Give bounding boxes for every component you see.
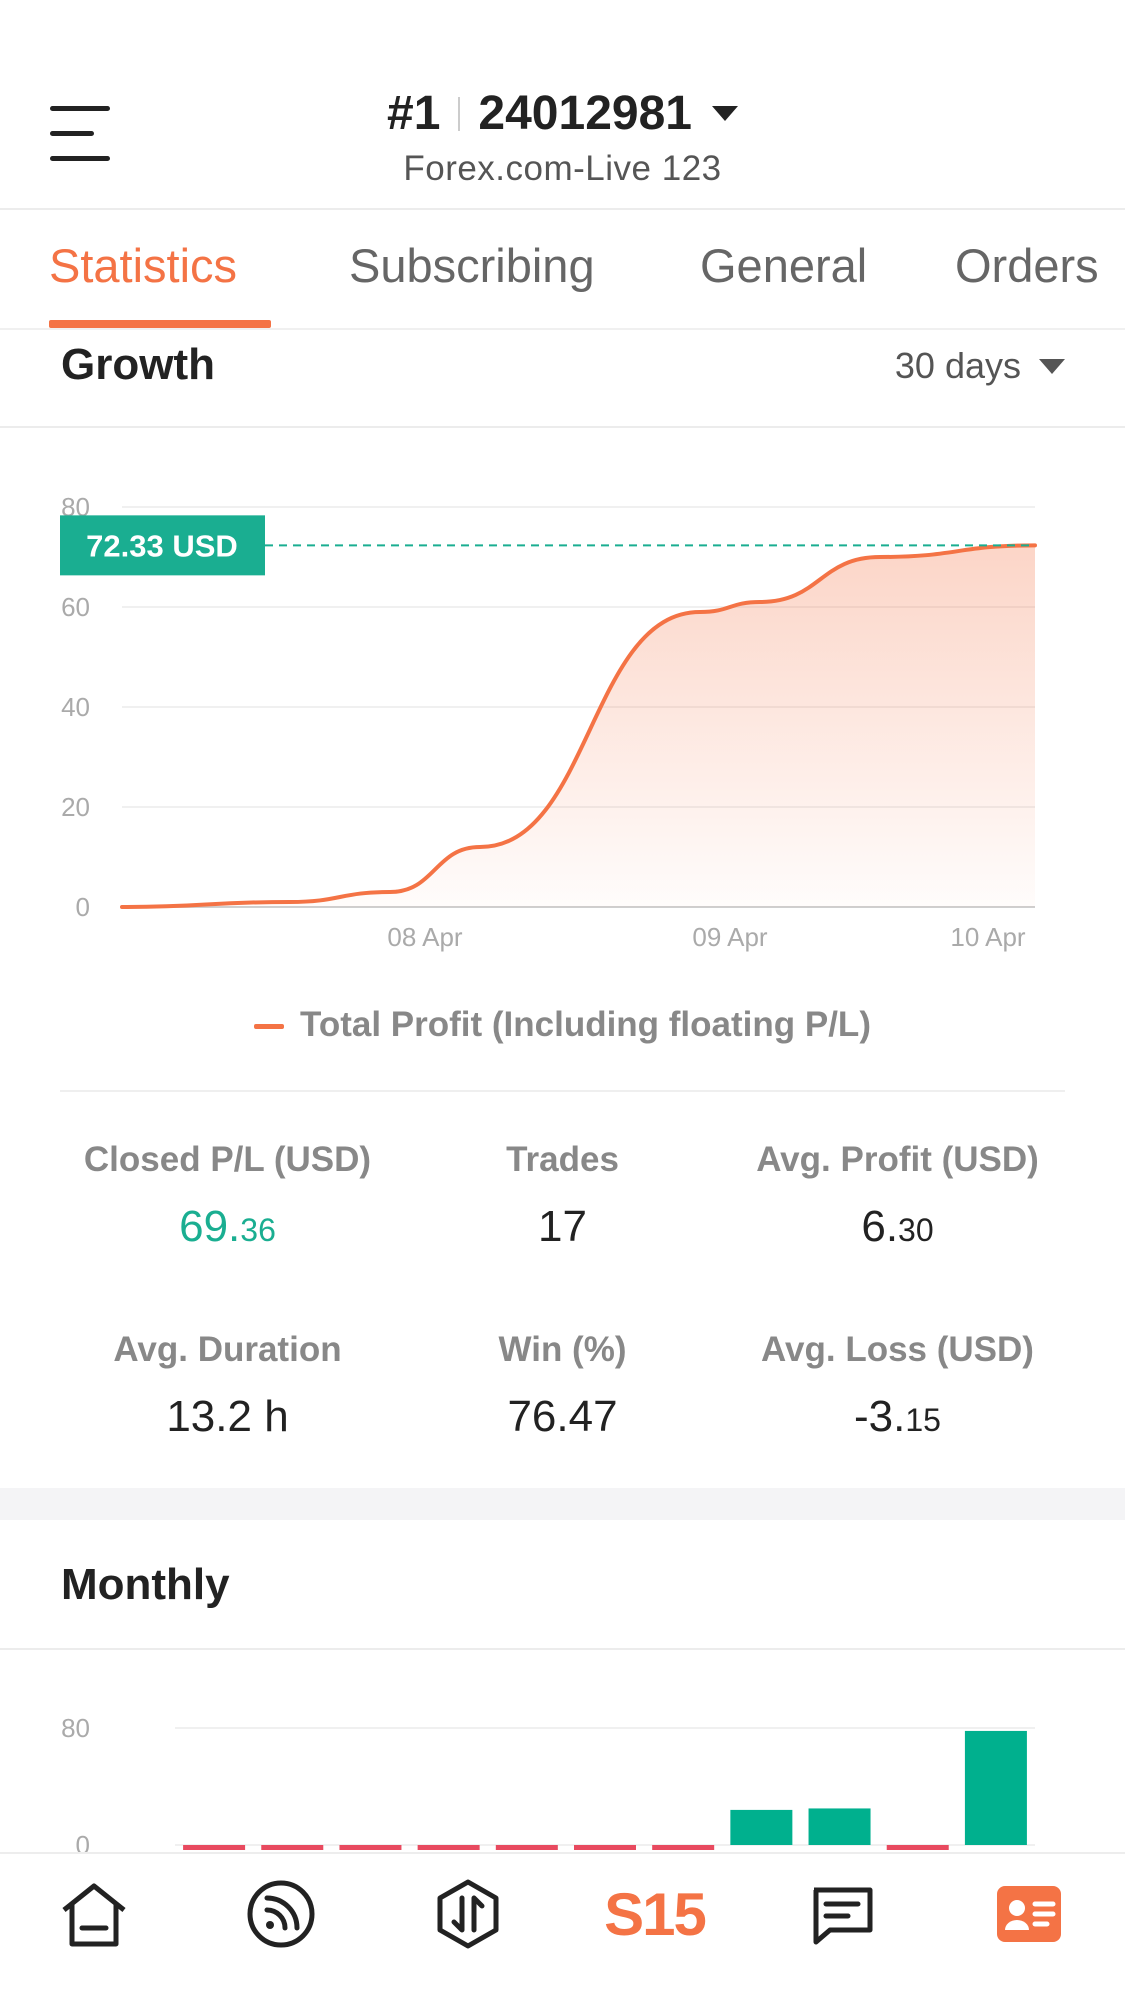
stat-avg-loss-usd: Avg. Loss (USD) -3.15 — [710, 1330, 1085, 1442]
account-index: #1 — [387, 87, 441, 140]
legend-swatch — [254, 1024, 285, 1030]
tab-orders[interactable]: Orders — [955, 239, 1099, 292]
caret-down-icon — [711, 106, 738, 121]
account-selector[interactable]: #1 24012981 Forex.com-Live 123 — [0, 86, 1125, 189]
monthly-bar — [417, 1845, 480, 1850]
tab-subscribing[interactable]: Subscribing — [349, 239, 595, 292]
period-value: 30 days — [894, 345, 1021, 386]
y-tick-label: 0 — [76, 892, 90, 922]
y-tick-label: 60 — [61, 592, 90, 622]
divider — [0, 426, 1125, 428]
stat-win: Win (%) 76.47 — [375, 1330, 750, 1442]
y-tick-label: 20 — [61, 792, 90, 822]
current-value-text: 72.33 USD — [86, 528, 238, 563]
s15-logo-text: S15 — [604, 1880, 707, 1948]
tab-bar: Statistics Subscribing General Orders — [0, 210, 1125, 330]
active-tab-indicator — [49, 320, 271, 328]
stat-value: 13.2 h — [166, 1392, 289, 1441]
growth-title: Growth — [61, 340, 215, 389]
stat-avg-duration: Avg. Duration 13.2 h — [40, 1330, 415, 1442]
stat-value: 69.36 — [179, 1202, 276, 1251]
monthly-bar — [261, 1845, 324, 1850]
stat-label: Avg. Profit (USD) — [756, 1140, 1039, 1179]
section-separator — [0, 1488, 1125, 1520]
monthly-bar — [183, 1845, 246, 1850]
stat-trades: Trades 17 — [375, 1140, 750, 1252]
stat-avg-profit-usd: Avg. Profit (USD) 6.30 — [710, 1140, 1085, 1252]
tab-statistics[interactable]: Statistics — [49, 239, 238, 292]
tab-general[interactable]: General — [700, 239, 868, 292]
monthly-bar — [339, 1845, 402, 1850]
stat-label: Win (%) — [498, 1330, 627, 1369]
y-tick-label: 40 — [61, 692, 90, 722]
monthly-bar — [730, 1809, 793, 1845]
period-dropdown[interactable]: 30 days — [895, 345, 1065, 387]
divider — [60, 1090, 1065, 1092]
monthly-title: Monthly — [61, 1560, 230, 1609]
stat-label: Trades — [506, 1140, 619, 1179]
app-header: #1 24012981 Forex.com-Live 123 — [0, 0, 1125, 210]
legend-label: Total Profit (Including floating P/L) — [300, 1005, 871, 1044]
stat-value: 6.30 — [861, 1202, 934, 1251]
trade-icon[interactable] — [374, 1854, 561, 1974]
s15-logo[interactable]: S15 — [561, 1854, 748, 1974]
home-icon[interactable] — [0, 1854, 187, 1974]
x-tick-label: 08 Apr — [387, 922, 463, 952]
series-area — [122, 545, 1035, 907]
subscription-feed-icon[interactable] — [187, 1854, 374, 1974]
divider — [0, 1648, 1125, 1650]
current-value-badge — [60, 515, 265, 576]
monthly-bar — [652, 1845, 715, 1850]
y-tick-label: 80 — [61, 1713, 90, 1743]
stat-closed-p-l-usd: Closed P/L (USD) 69.36 — [40, 1140, 415, 1252]
account-number: 24012981 — [478, 87, 692, 140]
monthly-bar — [964, 1730, 1027, 1845]
separator — [458, 96, 461, 131]
chart-legend: Total Profit (Including floating P/L) — [0, 1005, 1125, 1045]
stat-value: 17 — [538, 1202, 587, 1251]
broker-server: Forex.com-Live 123 — [403, 149, 722, 188]
stat-label: Avg. Duration — [113, 1330, 342, 1369]
messages-icon[interactable] — [748, 1854, 935, 1974]
profile-card-icon[interactable] — [935, 1854, 1122, 1974]
x-tick-label: 10 Apr — [950, 922, 1026, 952]
stat-value: 76.47 — [507, 1392, 618, 1441]
monthly-chart: 0 80 — [61, 1713, 1035, 1852]
x-tick-label: 09 Apr — [692, 922, 768, 952]
stat-value: -3.15 — [854, 1392, 941, 1441]
monthly-bar — [574, 1845, 636, 1850]
monthly-bar — [495, 1845, 558, 1850]
monthly-bar — [808, 1808, 871, 1845]
series-line — [120, 543, 1037, 909]
y-tick-label: 0 — [76, 1830, 90, 1852]
caret-down-icon — [1039, 358, 1065, 374]
menu-icon[interactable] — [50, 106, 112, 162]
monthly-bar — [886, 1845, 949, 1850]
stat-label: Closed P/L (USD) — [83, 1140, 372, 1179]
stat-label: Avg. Loss (USD) — [761, 1330, 1034, 1369]
bottom-nav: S15 — [0, 1852, 1125, 2003]
